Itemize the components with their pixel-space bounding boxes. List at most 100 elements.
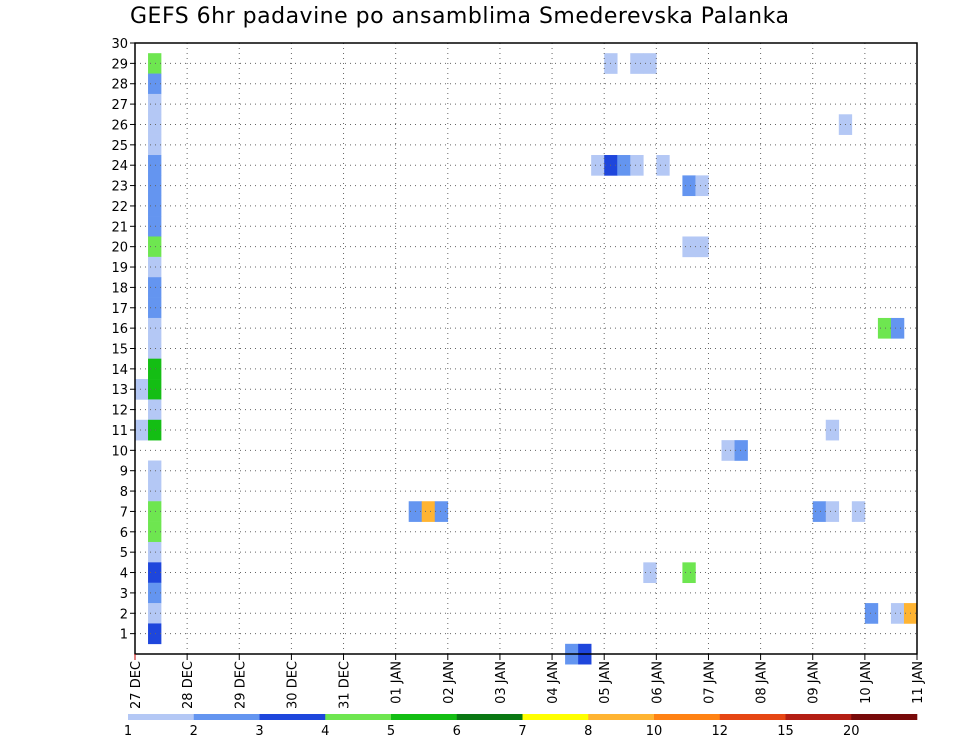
x-tick-label-10: 06 JAN: [650, 661, 665, 704]
precip-cell-45: [695, 175, 709, 197]
y-tick-label-4: 4: [120, 567, 128, 582]
colorbar-label-4: 5: [387, 724, 395, 739]
y-tick-label-1: 1: [120, 628, 128, 643]
precip-cell-51: [812, 501, 827, 522]
x-tick-label-6: 02 JAN: [442, 661, 457, 704]
precip-cell-3: [148, 114, 162, 135]
y-tick-label-21: 21: [111, 220, 128, 235]
precip-cell-46: [682, 236, 696, 258]
precip-cell-6: [148, 175, 162, 197]
colorbar-swatch-7: [588, 714, 655, 720]
x-tick-label-9: 05 JAN: [598, 661, 613, 704]
y-tick-label-20: 20: [111, 241, 128, 256]
colorbar-label-7: 8: [584, 724, 592, 739]
precip-cell-38: [591, 155, 605, 176]
y-axis: 1234567891011121314151617181920212223242…: [111, 37, 135, 643]
colorbar-swatch-1: [193, 714, 260, 720]
y-tick-label-10: 10: [111, 444, 128, 459]
colorbar-swatch-0: [128, 714, 195, 720]
y-tick-label-5: 5: [120, 546, 128, 561]
y-tick-label-23: 23: [111, 180, 128, 195]
y-tick-label-25: 25: [111, 139, 128, 154]
precip-cell-21: [148, 460, 162, 482]
precip-cell-41: [630, 155, 644, 176]
colorbar-swatch-5: [456, 714, 523, 720]
colorbar-label-5: 6: [453, 724, 461, 739]
y-tick-label-9: 9: [120, 465, 128, 480]
precip-cell-15: [135, 379, 149, 400]
y-tick-label-17: 17: [111, 302, 128, 317]
colorbar-label-9: 12: [711, 724, 728, 739]
colorbar-label-6: 7: [518, 724, 526, 739]
precip-cell-26: [148, 562, 162, 584]
precip-cell-43: [643, 562, 657, 584]
x-tick-label-8: 04 JAN: [546, 661, 561, 704]
precip-cell-47: [695, 236, 709, 258]
precip-cell-58: [864, 603, 879, 624]
precip-cell-28: [148, 603, 162, 624]
precip-cell-8: [148, 216, 162, 237]
precip-cell-42: [656, 155, 670, 176]
precip-cell-57: [890, 317, 905, 339]
precip-cell-59: [890, 603, 905, 624]
y-tick-label-16: 16: [111, 322, 128, 337]
precip-cell-37: [643, 53, 657, 74]
precip-cell-44: [682, 175, 696, 197]
precip-cell-5: [148, 155, 162, 176]
colorbar-label-0: 1: [124, 724, 132, 739]
x-axis: 27 DEC 28 DEC 29 DEC 30 DEC 31 DEC 01 JAN 02 J…: [129, 654, 926, 709]
colorbar-label-8: 10: [646, 724, 663, 739]
precip-cell-11: [148, 277, 162, 298]
chart-grid: [135, 42, 917, 654]
x-tick-label-5: 01 JAN: [390, 661, 405, 704]
precip-cell-52: [825, 501, 840, 522]
precipitation-cells: [135, 53, 918, 665]
precip-cell-32: [434, 501, 449, 522]
x-tick-label-3: 30 DEC: [285, 661, 300, 709]
precip-cell-56: [877, 317, 892, 339]
colorbar-label-2: 3: [255, 724, 263, 739]
precip-cell-27: [148, 582, 162, 604]
precip-cell-40: [617, 155, 631, 176]
y-tick-label-22: 22: [111, 200, 128, 215]
precip-cell-48: [682, 562, 696, 584]
y-tick-label-7: 7: [120, 505, 128, 520]
y-tick-label-30: 30: [111, 37, 128, 52]
colorbar: 1 2 3 4 5 6 7 8 10 12 15 20: [124, 714, 918, 739]
colorbar-label-3: 4: [321, 724, 329, 739]
precip-cell-24: [148, 521, 162, 543]
precip-cell-14: [148, 338, 162, 359]
precip-cell-53: [851, 501, 866, 522]
x-tick-label-1: 28 DEC: [181, 661, 196, 709]
precip-cell-23: [148, 501, 162, 522]
precip-cell-36: [630, 53, 644, 74]
y-tick-label-18: 18: [111, 281, 128, 296]
precip-cell-31: [421, 501, 436, 522]
y-tick-label-19: 19: [111, 261, 128, 276]
y-tick-label-26: 26: [111, 118, 128, 133]
y-tick-label-29: 29: [111, 57, 128, 72]
precip-cell-54: [825, 419, 840, 441]
y-tick-label-2: 2: [120, 607, 128, 622]
colorbar-swatch-10: [785, 714, 852, 720]
precip-cell-29: [148, 623, 162, 645]
x-tick-label-7: 03 JAN: [494, 661, 509, 704]
precip-cell-10: [148, 256, 162, 278]
x-tick-label-2: 29 DEC: [233, 661, 248, 709]
y-tick-label-8: 8: [120, 485, 128, 500]
precip-cell-25: [148, 541, 162, 563]
y-tick-label-3: 3: [120, 587, 128, 602]
x-tick-label-13: 09 JAN: [807, 661, 822, 704]
colorbar-swatch-4: [391, 714, 458, 720]
x-tick-label-4: 31 DEC: [338, 661, 353, 709]
precip-cell-7: [148, 195, 162, 217]
precip-cell-1: [148, 73, 162, 95]
precip-cell-2: [148, 93, 162, 115]
x-tick-label-0: 27 DEC: [129, 661, 144, 709]
colorbar-swatch-3: [325, 714, 392, 720]
precip-cell-16: [148, 358, 162, 380]
x-tick-label-15: 11 JAN: [911, 661, 926, 704]
precip-cell-13: [148, 317, 162, 339]
chart-title: GEFS 6hr padavine po ansamblima Smederev…: [130, 4, 790, 29]
colorbar-swatch-9: [719, 714, 786, 720]
